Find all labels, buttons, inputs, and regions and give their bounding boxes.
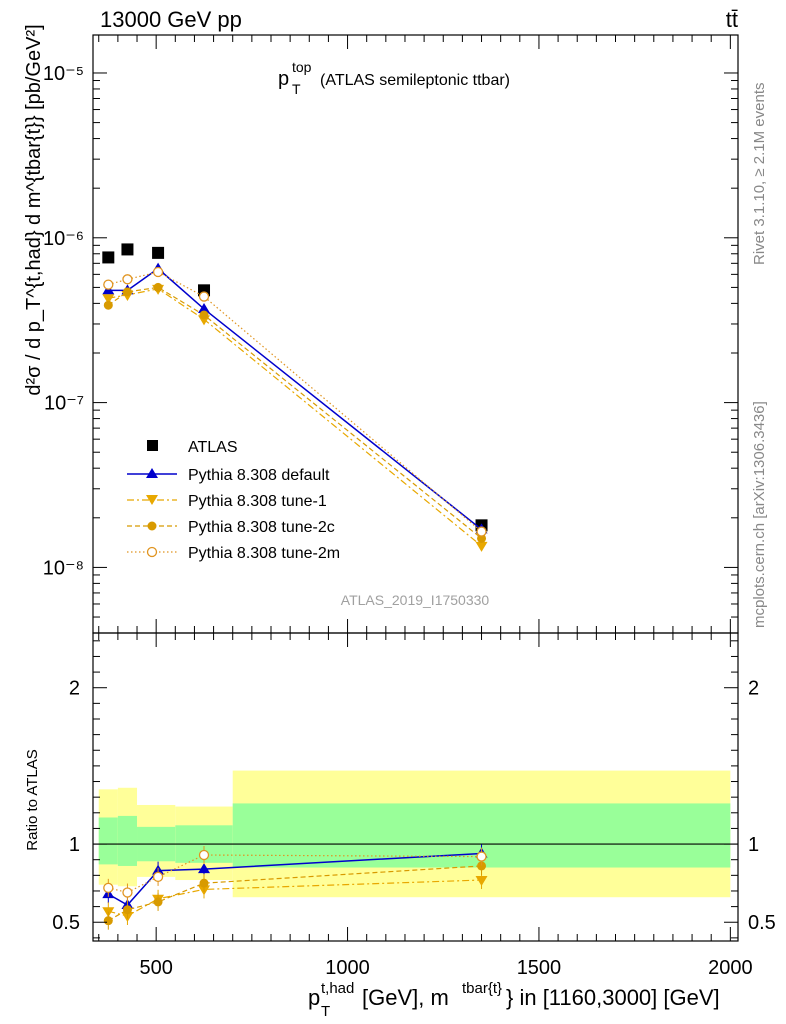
legend-marker-tune2m xyxy=(146,546,158,558)
ratio-point-tune2c xyxy=(153,897,163,907)
ratio-ytick-label-2: 2 xyxy=(69,678,80,700)
main-point-tune2m xyxy=(198,291,210,302)
xtick-label-1000: 1000 xyxy=(325,957,370,979)
ratio-point-tune2m xyxy=(198,849,210,861)
ratio-point-tune2c xyxy=(199,878,209,888)
main-y-tick-labels: 10⁻⁸ 10⁻⁷ 10⁻⁶ 10⁻⁵ xyxy=(43,63,84,579)
ratio-point-tune2m xyxy=(476,851,487,862)
main-ytick-label-1e-8: 10⁻⁸ xyxy=(43,557,84,579)
ratio-panel: 0.5 1 2 0.5 1 2 500 1000 1500 2000 Ratio… xyxy=(24,632,776,1020)
main-point-tune2c xyxy=(122,287,132,297)
main-title: p top T (ATLAS semileptonic ttbar) xyxy=(278,59,510,97)
x-axis-title: p T t,had [GeV], m tbar{t} } in [1160,30… xyxy=(308,980,720,1020)
main-y-ticks xyxy=(93,35,738,634)
xtick-label-500: 500 xyxy=(139,957,172,979)
ratio-point-default xyxy=(198,863,211,874)
ratio-ytick-label-2-right: 2 xyxy=(748,678,759,700)
legend-label-tune1: Pythia 8.308 tune-1 xyxy=(188,493,327,510)
main-ylabel: d²σ / d p_T^{t,had} d m^{tbar{t}} [pb/Ge… xyxy=(23,24,45,395)
ratio-frame xyxy=(92,632,739,942)
x-tick-labels: 500 1000 1500 2000 xyxy=(139,957,752,979)
xlabel-sup2: tbar{t} xyxy=(462,980,502,997)
main-title-p: p xyxy=(278,68,289,90)
ratio-band-green xyxy=(98,817,118,865)
main-panel: p top T (ATLAS semileptonic ttbar) 10⁻⁸ … xyxy=(23,24,739,634)
ratio-ytick-label-0.5-right: 0.5 xyxy=(748,912,776,934)
ratio-point-tune2c xyxy=(477,861,487,871)
ratio-point-tune2c xyxy=(103,916,113,926)
xlabel-mid: [GeV], m xyxy=(362,985,449,1010)
main-point-tune1 xyxy=(475,541,488,552)
main-series-group xyxy=(102,243,488,552)
xlabel-sub: T xyxy=(321,1003,330,1020)
main-ytick-label-1e-7: 10⁻⁷ xyxy=(44,393,84,415)
rivet-label: Rivet 3.1.10, ≥ 2.1M events xyxy=(751,83,768,266)
main-point-tune1 xyxy=(102,294,115,305)
main-ytick-label-1e-5: 10⁻⁵ xyxy=(43,63,84,85)
main-point-atlas xyxy=(152,246,165,259)
legend-marker-tune1 xyxy=(146,495,158,505)
xtick-label-1500: 1500 xyxy=(517,957,562,979)
ratio-point-tune1 xyxy=(475,876,488,887)
ratio-ytick-label-0.5: 0.5 xyxy=(52,912,80,934)
legend-label-atlas: ATLAS xyxy=(188,439,238,456)
ratio-bands xyxy=(98,770,731,898)
ratio-ytick-label-1-right: 1 xyxy=(748,834,759,856)
mcplots-label: mcplots.cern.ch [arXiv:1306.3436] xyxy=(751,401,768,628)
ratio-point-tune2m xyxy=(152,871,164,883)
ratio-ytick-label-1: 1 xyxy=(69,834,80,856)
legend-label-tune2m: Pythia 8.308 tune-2m xyxy=(188,545,340,562)
legend-marker-atlas xyxy=(147,440,158,451)
ratio-line-tune2c xyxy=(108,865,482,922)
main-point-tune2m xyxy=(476,526,487,537)
main-point-atlas xyxy=(121,243,134,256)
ratio-y-tick-labels: 0.5 1 2 0.5 1 2 xyxy=(52,678,776,935)
legend-marker-default xyxy=(146,468,158,478)
main-line-tune2c xyxy=(107,286,482,539)
main-point-tune2m xyxy=(122,274,133,285)
ratio-line-tune2m xyxy=(108,854,482,894)
ratio-ylabel: Ratio to ATLAS xyxy=(24,749,41,850)
main-point-default xyxy=(198,302,211,313)
main-ytick-label-1e-6: 10⁻⁶ xyxy=(43,228,84,250)
process-label: tt̄ xyxy=(726,7,738,32)
main-line-default xyxy=(108,267,482,531)
ratio-band-green xyxy=(117,815,138,866)
analysis-id-label: ATLAS_2019_I1750330 xyxy=(341,592,490,608)
main-line-tune2m xyxy=(108,271,482,533)
xtick-label-2000: 2000 xyxy=(708,957,753,979)
main-point-tune2c xyxy=(199,310,209,320)
ratio-point-tune2m xyxy=(103,882,114,893)
main-frame xyxy=(92,34,739,634)
main-title-sup: top xyxy=(292,59,312,75)
main-point-tune2m xyxy=(152,266,164,278)
xlabel-sup: t,had xyxy=(321,980,354,997)
main-title-sub: T xyxy=(292,81,301,97)
main-title-rest: (ATLAS semileptonic ttbar) xyxy=(320,72,510,89)
xlabel-rest: } in [1160,3000] [GeV] xyxy=(506,985,720,1010)
main-point-atlas xyxy=(102,251,115,264)
xlabel-p: p xyxy=(308,985,320,1010)
main-point-tune2c xyxy=(103,300,113,310)
legend-label-tune2c: Pythia 8.308 tune-2c xyxy=(188,519,335,536)
legend-marker-tune2c xyxy=(147,521,157,531)
ratio-series-group xyxy=(102,844,488,930)
ratio-point-tune2c xyxy=(122,905,132,915)
legend: ATLAS Pythia 8.308 default Pythia 8.308 … xyxy=(127,439,340,562)
ratio-ticks xyxy=(93,633,738,941)
main-point-tune2m xyxy=(103,279,114,290)
ratio-point-tune2m xyxy=(122,887,133,898)
legend-label-default: Pythia 8.308 default xyxy=(188,467,330,484)
beam-label: 13000 GeV pp xyxy=(100,7,242,32)
main-point-tune2c xyxy=(153,282,163,292)
